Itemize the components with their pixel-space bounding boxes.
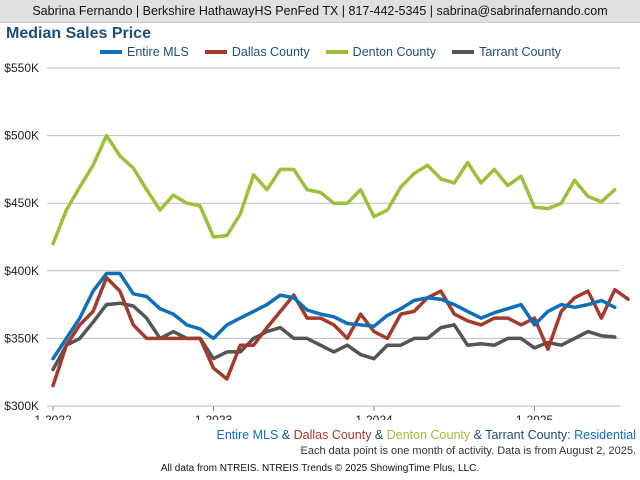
y-tick-label: $300K [4,399,39,413]
x-tick-label: 1-2022 [34,413,72,420]
series-line-tarrant-county [51,301,617,372]
y-tick-label: $550K [4,61,39,75]
legend-swatch-denton-county [325,50,348,54]
legend-swatch-dallas-county [204,50,227,54]
legend-label-denton-county: Denton County [352,45,437,59]
legend-swatch-tarrant-county [452,50,475,54]
legend-label-tarrant-county: Tarrant County [479,45,562,59]
median-price-chart: $300K $350K $400K $450K $500K $550K 1-2022 1-20… [4,61,630,420]
legend-item-entire-mls: Entire MLS [100,45,189,59]
legend-label-entire-mls: Entire MLS [127,45,189,59]
x-tick-label: 1-2023 [195,413,233,420]
legend-item-tarrant-county: Tarrant County [452,45,561,59]
caption-dallas-county: Dallas County [293,428,372,442]
contact-text: Sabrina Fernando | Berkshire HathawayHS … [32,4,608,18]
y-tick-label: $450K [4,196,39,210]
caption-denton-county: Denton County [386,428,471,442]
legend-item-dallas-county: Dallas County [204,45,310,59]
caption-tarrant-county: Tarrant County: [485,428,571,442]
series-line-entire-mls [51,271,617,361]
caption-property-type: Residential [570,428,636,442]
x-tick-label: 1-2024 [355,413,393,420]
contact-banner: Sabrina Fernando | Berkshire HathawayHS … [0,0,640,23]
caption-entire-mls: Entire MLS [216,428,279,442]
x-tick-label: 1-2025 [516,413,554,420]
chart-legend: Entire MLS Dallas County Denton County T… [100,45,561,59]
legend-swatch-entire-mls [100,50,122,54]
y-tick-label: $400K [4,264,39,278]
chart-title: Median Sales Price [6,25,151,42]
y-tick-label: $500K [4,129,39,143]
y-tick-label: $350K [4,331,39,345]
legend-item-denton-county: Denton County [325,45,437,59]
data-note: Each data point is one month of activity… [300,445,636,457]
caption-amp-3: & [470,428,486,442]
legend-label-dallas-county: Dallas County [231,45,310,59]
caption-amp-2: & [371,428,387,442]
caption-amp-1: & [278,428,294,442]
footer-credit: All data from NTREIS. NTREIS Trends © 20… [160,463,480,474]
series-caption: Entire MLS & Dallas County & Denton Coun… [216,428,636,442]
series-line-denton-county [51,133,617,246]
